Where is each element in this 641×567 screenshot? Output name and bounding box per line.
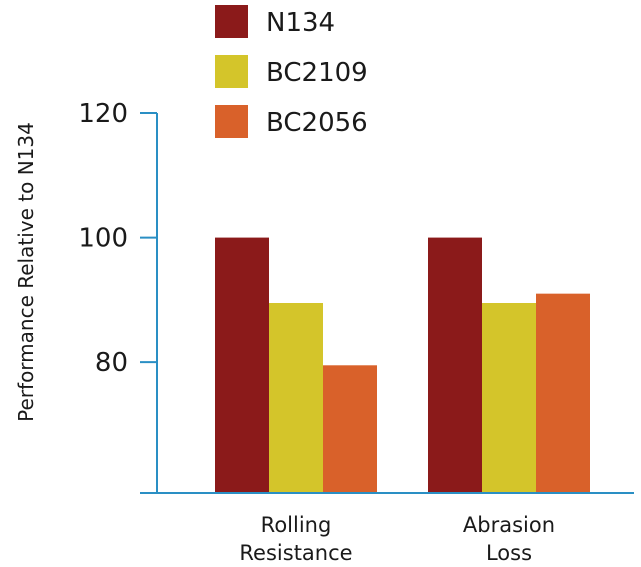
legend-label-bc2056: BC2056 [266,108,368,138]
axes-group: 80 100 120 Rolling Resistance Abrasion Loss [78,99,634,565]
legend-swatch-bc2056 [215,105,248,138]
y-axis-label: Performance Relative to N134 [14,122,38,422]
y-tick-label-120: 120 [78,99,128,129]
legend-swatch-bc2109 [215,55,248,88]
bar-n134-2 [428,237,482,493]
bar-bc2109-1 [269,303,323,493]
bars-group [215,237,590,493]
legend-label-bc2109: BC2109 [266,58,368,88]
bar-bc2109-2 [482,303,536,493]
legend-label-n134: N134 [266,8,335,38]
bar-bc2056-1 [323,365,377,493]
bar-bc2056-2 [536,293,590,493]
legend: N134 BC2109 BC2056 [215,5,368,138]
bar-n134-1 [215,237,269,493]
legend-swatch-n134 [215,5,248,38]
category-label-1: Rolling Resistance [239,513,352,565]
y-tick-label-100: 100 [78,224,128,254]
category-label-2: Abrasion Loss [463,513,555,565]
y-tick-label-80: 80 [95,348,128,378]
